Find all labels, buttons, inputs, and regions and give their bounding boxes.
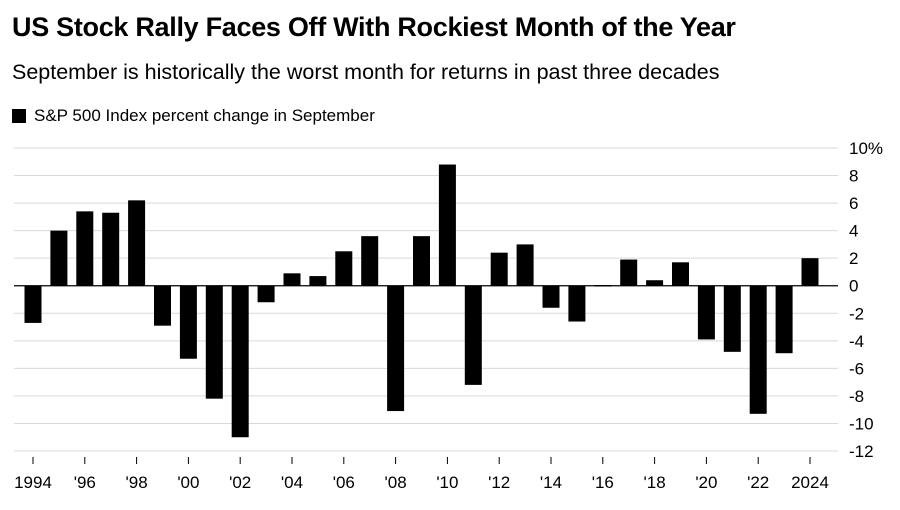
legend-swatch [12,109,26,123]
y-tick-label: 10% [849,139,883,158]
x-tick-label: '22 [747,473,769,492]
bar-2001 [205,285,223,399]
bar-1998 [128,200,146,286]
bar-2017 [620,259,638,286]
bar-2019 [672,262,689,286]
x-tick-label: '06 [333,473,355,492]
bar-1996 [76,211,94,286]
x-tick-label: '02 [229,473,251,492]
bar-2011 [464,285,482,385]
bar-1999 [154,285,171,326]
bar-2021 [723,285,741,352]
bar-2008 [387,285,405,412]
bar-2006 [335,251,353,286]
bar-2020 [697,285,715,340]
bar-2005 [309,276,327,286]
bar-1994 [24,285,42,323]
x-tick-label: '10 [436,473,458,492]
x-tick-label: '08 [385,473,407,492]
x-tick-label: '12 [488,473,510,492]
legend: S&P 500 Index percent change in Septembe… [12,106,375,126]
chart-title: US Stock Rally Faces Off With Rockiest M… [12,12,736,42]
bar-2014 [542,285,560,308]
bar-2024 [801,258,819,286]
bar-2000 [179,285,197,359]
x-tick-label: '00 [177,473,199,492]
y-tick-label: -2 [849,304,864,323]
y-tick-label: -8 [849,387,864,406]
bar-2018 [646,280,664,286]
bar-2009 [413,236,430,286]
x-axis: 1994 '96 '98 '00 '02 '04 '06 '08 '10 '12 '14 '16 '18… [14,457,829,492]
bar-2022 [749,285,767,414]
y-tick-label: -12 [849,442,874,461]
y-tick-label: -6 [849,359,864,378]
y-axis: 10% 8 6 4 2 0 -2 -4 -6 -8 -10 -12 [849,139,883,461]
y-tick-label: 4 [849,222,858,241]
legend-label: S&P 500 Index percent change in Septembe… [34,106,375,125]
bar-2002 [231,285,249,438]
x-tick-label: 2024 [791,473,829,492]
x-tick-label: '18 [644,473,666,492]
bar-2013 [516,244,534,286]
bar-2007 [361,236,379,286]
x-tick-label: 1994 [14,473,52,492]
bars [24,164,819,438]
y-tick-label: 8 [849,167,858,186]
y-tick-label: -4 [849,332,864,351]
bar-2010 [438,164,456,286]
bar-2003 [257,285,275,303]
x-tick-label: '14 [540,473,562,492]
bar-2004 [283,273,301,286]
y-tick-label: 0 [849,277,858,296]
bar-2023 [775,285,793,354]
bar-2012 [490,252,508,286]
x-tick-label: '04 [281,473,303,492]
chart-subtitle: September is historically the worst mont… [12,60,720,84]
y-tick-label: -10 [849,414,874,433]
x-tick-label: '98 [126,473,148,492]
bar-1995 [50,230,68,286]
x-tick-label: '16 [592,473,614,492]
x-tick-label: '96 [74,473,96,492]
bar-1997 [102,212,120,286]
y-tick-label: 2 [849,249,858,268]
x-tick-label: '20 [695,473,717,492]
bar-2015 [568,285,586,322]
y-tick-label: 6 [849,194,858,213]
